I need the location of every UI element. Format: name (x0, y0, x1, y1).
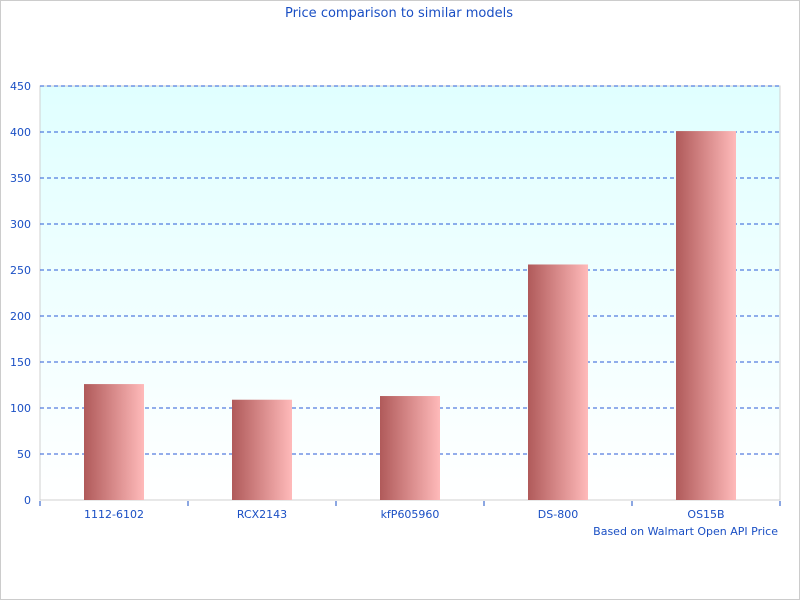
y-tick-label: 300 (10, 218, 31, 231)
bar-1112-6102[interactable] (84, 384, 144, 500)
y-tick-label: 250 (10, 264, 31, 277)
bar-kfp605960[interactable] (380, 396, 440, 500)
y-tick-label: 100 (10, 402, 31, 415)
y-tick-label: 400 (10, 126, 31, 139)
bar-os15b[interactable] (676, 131, 736, 500)
y-tick-label: 200 (10, 310, 31, 323)
y-tick-label: 0 (24, 494, 31, 507)
y-tick-label: 450 (10, 80, 31, 93)
x-tick-label: RCX2143 (237, 508, 287, 521)
y-tick-label: 350 (10, 172, 31, 185)
y-tick-label: 150 (10, 356, 31, 369)
chart-footnote: Based on Walmart Open API Price (593, 525, 778, 538)
bar-rcx2143[interactable] (232, 399, 292, 500)
x-tick-label: kfP605960 (381, 508, 440, 521)
x-tick-label: OS15B (687, 508, 724, 521)
chart-title: Price comparison to similar models (285, 6, 513, 21)
y-tick-label: 50 (17, 448, 31, 461)
x-tick-label: DS-800 (538, 508, 578, 521)
x-tick-label: 1112-6102 (84, 508, 144, 521)
bar-ds-800[interactable] (528, 264, 588, 500)
